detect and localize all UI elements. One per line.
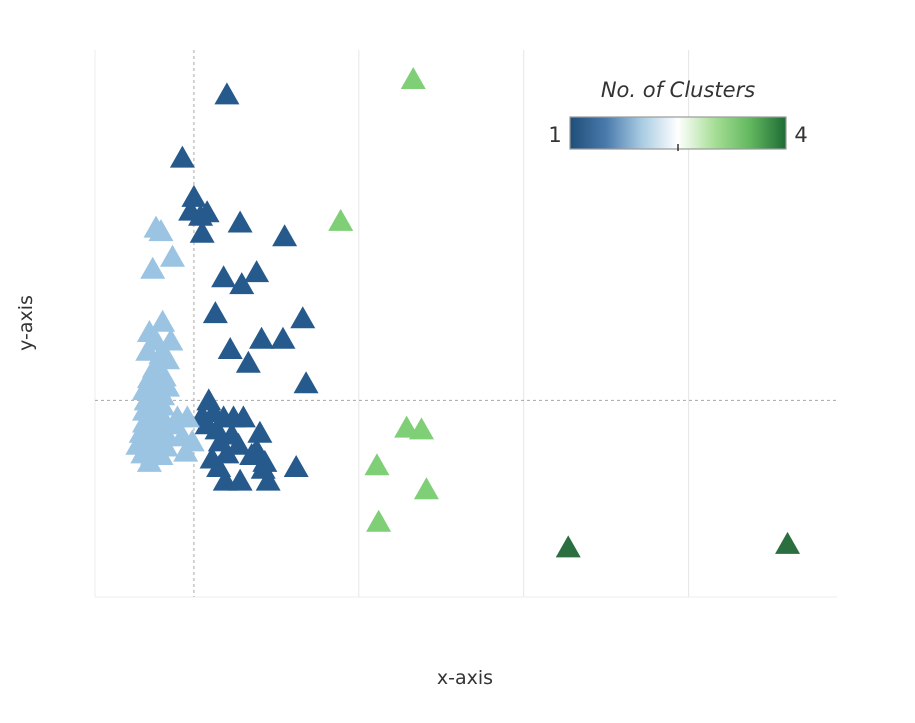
data-point-triangle-cluster-2[interactable] (159, 244, 185, 267)
data-point-triangle-cluster-2[interactable] (136, 449, 162, 472)
data-point-triangle-cluster-1[interactable] (211, 265, 237, 288)
data-point-triangle-cluster-1[interactable] (189, 220, 215, 243)
data-point-triangle-cluster-1[interactable] (217, 337, 243, 360)
legend-color-bar (569, 116, 787, 150)
data-point-triangle-cluster-1[interactable] (181, 184, 207, 207)
data-point-triangle-cluster-1[interactable] (188, 203, 214, 226)
data-point-triangle-cluster-1[interactable] (227, 468, 253, 491)
data-point-triangle-cluster-1[interactable] (244, 260, 270, 283)
data-point-triangle-cluster-1[interactable] (169, 145, 195, 168)
data-point-triangle-cluster-2[interactable] (174, 405, 200, 428)
y-axis-label: y-axis (15, 295, 37, 351)
color-legend: No. of Clusters 1 4 (548, 78, 808, 151)
data-point-triangle-cluster-3[interactable] (394, 415, 420, 438)
data-point-triangle-cluster-4[interactable] (555, 535, 581, 558)
reference-lines (95, 50, 837, 597)
data-point-triangle-cluster-1[interactable] (225, 432, 251, 455)
data-point-triangle-cluster-1[interactable] (239, 443, 265, 466)
data-point-triangle-cluster-1[interactable] (229, 272, 255, 295)
data-point-triangle-cluster-3[interactable] (408, 417, 434, 440)
x-axis-label: x-axis (437, 667, 493, 689)
data-point-triangle-cluster-1[interactable] (214, 82, 240, 105)
data-point-triangle-cluster-2[interactable] (148, 219, 174, 242)
legend-title: No. of Clusters (601, 78, 755, 102)
data-point-triangle-cluster-1[interactable] (214, 441, 240, 464)
data-point-triangle-cluster-1[interactable] (204, 417, 230, 440)
data-point-triangle-cluster-4[interactable] (775, 531, 801, 554)
data-point-triangle-cluster-2[interactable] (173, 439, 199, 462)
data-point-triangle-cluster-2[interactable] (150, 309, 176, 332)
data-point-triangle-cluster-1[interactable] (249, 326, 275, 349)
data-point-triangle-cluster-1[interactable] (283, 454, 309, 477)
data-point-triangle-cluster-1[interactable] (247, 420, 273, 443)
data-point-triangle-cluster-1[interactable] (235, 350, 261, 373)
data-point-triangle-cluster-1[interactable] (270, 326, 296, 349)
data-point-triangle-cluster-3[interactable] (413, 477, 439, 500)
data-point-triangle-cluster-3[interactable] (366, 509, 392, 532)
data-point-triangle-cluster-3[interactable] (400, 66, 426, 89)
data-point-triangle-cluster-3[interactable] (328, 208, 354, 231)
data-point-triangle-cluster-1[interactable] (227, 210, 253, 233)
legend-min-label: 1 (548, 123, 561, 147)
data-point-triangle-cluster-1[interactable] (255, 468, 281, 491)
data-point-triangle-cluster-1[interactable] (230, 405, 256, 428)
legend-max-label: 4 (794, 123, 807, 147)
data-point-triangle-cluster-2[interactable] (140, 256, 166, 279)
data-point-triangle-cluster-1[interactable] (293, 371, 319, 394)
data-point-triangle-cluster-1[interactable] (272, 224, 298, 247)
data-point-triangle-cluster-2[interactable] (155, 347, 181, 370)
data-point-triangle-cluster-2[interactable] (158, 328, 184, 351)
data-point-triangle-cluster-1[interactable] (290, 306, 316, 329)
data-point-triangle-cluster-1[interactable] (202, 301, 228, 324)
data-point-triangle-cluster-3[interactable] (364, 453, 390, 476)
data-points[interactable] (125, 66, 801, 558)
